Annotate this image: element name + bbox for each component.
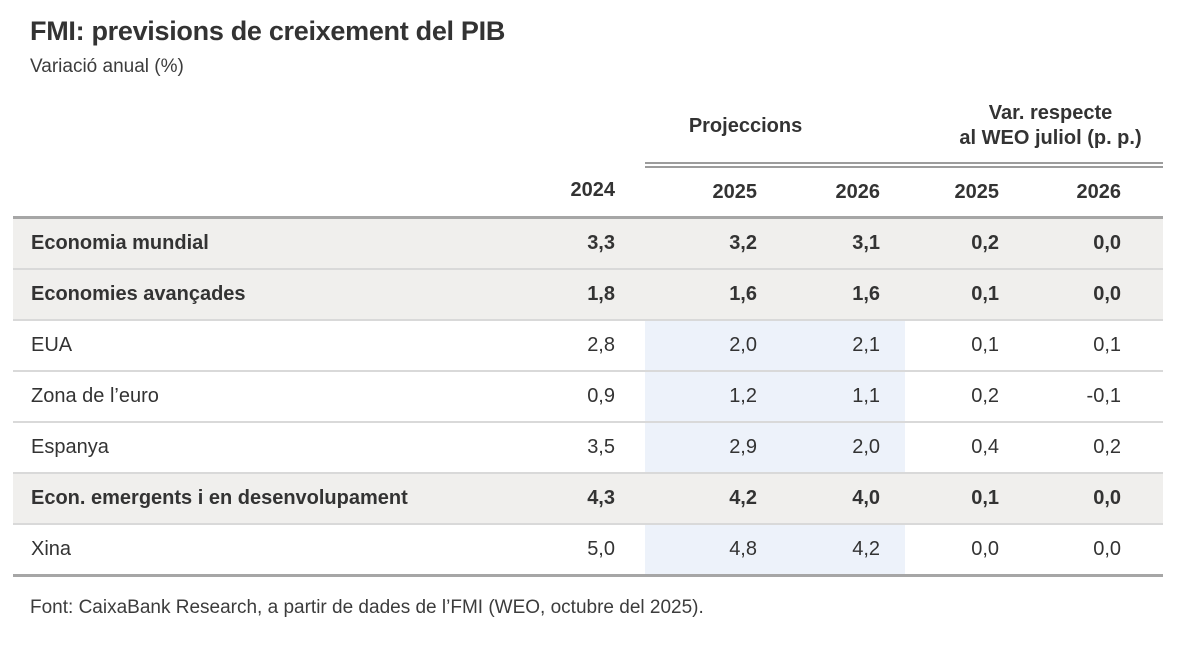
cell-2024: 3,3 [545,217,645,270]
cell-2024: 2,8 [545,320,645,372]
source-note: Font: CaixaBank Research, a partir de da… [30,597,704,618]
page-title: FMI: previsions de creixement del PIB [30,16,506,46]
page-subtitle: Variació anual (%) [30,56,184,77]
year-header-var-2026: 2026 [1035,165,1164,219]
cell-2024: 1,8 [545,269,645,321]
year-header-var-2025: 2025 [905,165,1036,219]
cell-variation-2026: 0,0 [1035,524,1164,577]
year-header-proj-2025: 2025 [645,165,775,219]
forecast-table: Projeccions Var. respecte al WEO juliol … [13,90,1164,577]
cell-projection-2026: 3,1 [775,217,906,270]
cell-projection-2026: 4,0 [775,473,906,525]
table-row: Econ. emergents i en desenvolupament 4,3… [13,473,1164,525]
cell-variation-2026: -0,1 [1035,371,1164,423]
group-header-variation: Var. respecte al WEO juliol (p. p.) [905,90,1164,168]
cell-projection-2025: 4,8 [645,524,775,577]
group-header-row: Projeccions Var. respecte al WEO juliol … [13,90,1164,168]
table-row: Economies avançades 1,8 1,6 1,6 0,1 0,0 [13,269,1164,321]
row-label: EUA [13,320,545,372]
cell-variation-2025: 0,4 [905,422,1036,474]
cell-variation-2025: 0,1 [905,269,1036,321]
cell-variation-2026: 0,0 [1035,473,1164,525]
group-header-projections: Projeccions [645,90,906,168]
table-row: Xina 5,0 4,8 4,2 0,0 0,0 [13,524,1164,577]
group-header-spacer [13,90,645,165]
table-body: Economia mundial 3,3 3,2 3,1 0,2 0,0 Eco… [13,217,1164,577]
row-label: Xina [13,524,545,577]
cell-2024: 4,3 [545,473,645,525]
cell-variation-2025: 0,0 [905,524,1036,577]
cell-projection-2025: 3,2 [645,217,775,270]
cell-variation-2026: 0,0 [1035,217,1164,270]
row-label: Zona de l’euro [13,371,545,423]
cell-projection-2026: 1,1 [775,371,906,423]
table-row: Espanya 3,5 2,9 2,0 0,4 0,2 [13,422,1164,474]
figure-page: FMI: previsions de creixement del PIB Va… [0,16,1202,649]
cell-projection-2025: 2,0 [645,320,775,372]
row-label: Economia mundial [13,217,545,270]
cell-projection-2025: 1,6 [645,269,775,321]
cell-variation-2025: 0,1 [905,320,1036,372]
cell-projection-2026: 2,1 [775,320,906,372]
year-header-row: 2024 2025 2026 2025 2026 [13,165,1164,219]
row-label: Econ. emergents i en desenvolupament [13,473,545,525]
cell-projection-2025: 2,9 [645,422,775,474]
cell-variation-2025: 0,2 [905,217,1036,270]
row-label: Economies avançades [13,269,545,321]
cell-projection-2025: 4,2 [645,473,775,525]
cell-variation-2026: 0,2 [1035,422,1164,474]
year-header-spacer [13,165,545,219]
year-header-2024: 2024 [545,165,645,219]
cell-variation-2025: 0,1 [905,473,1036,525]
year-header-proj-2026: 2026 [775,165,906,219]
cell-projection-2026: 1,6 [775,269,906,321]
row-label: Espanya [13,422,545,474]
cell-2024: 3,5 [545,422,645,474]
cell-projection-2026: 4,2 [775,524,906,577]
cell-variation-2026: 0,0 [1035,269,1164,321]
table-row: Economia mundial 3,3 3,2 3,1 0,2 0,0 [13,217,1164,270]
cell-projection-2026: 2,0 [775,422,906,474]
cell-2024: 0,9 [545,371,645,423]
table-row: Zona de l’euro 0,9 1,2 1,1 0,2 -0,1 [13,371,1164,423]
cell-2024: 5,0 [545,524,645,577]
cell-projection-2025: 1,2 [645,371,775,423]
cell-variation-2025: 0,2 [905,371,1036,423]
cell-variation-2026: 0,1 [1035,320,1164,372]
table-row: EUA 2,8 2,0 2,1 0,1 0,1 [13,320,1164,372]
